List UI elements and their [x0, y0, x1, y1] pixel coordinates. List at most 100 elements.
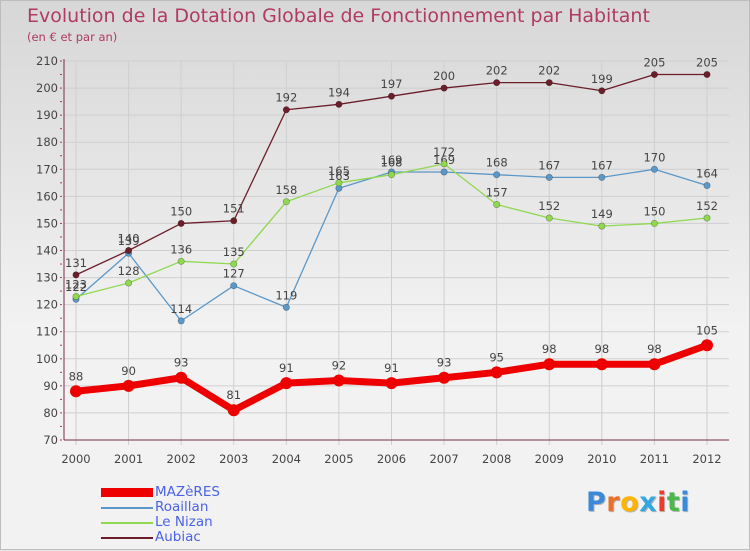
logo-letter: i — [680, 487, 691, 518]
data-point — [650, 71, 658, 79]
y-tick-label: 120 — [36, 298, 58, 312]
data-label: 131 — [65, 256, 87, 270]
data-point — [440, 160, 448, 168]
data-label: 158 — [275, 183, 297, 197]
x-tick-label: 2012 — [692, 452, 721, 466]
data-label: 140 — [118, 232, 140, 246]
data-point — [230, 260, 238, 268]
data-point — [175, 371, 188, 384]
data-point — [72, 271, 80, 279]
legend-item: Le Nizan — [101, 515, 220, 530]
data-label: 202 — [538, 64, 560, 78]
data-label: 199 — [591, 72, 613, 86]
data-label: 168 — [486, 156, 508, 170]
data-point — [282, 303, 290, 311]
data-label: 95 — [489, 350, 504, 364]
data-point — [282, 198, 290, 206]
data-point — [230, 282, 238, 290]
legend-swatch — [101, 536, 153, 539]
data-point — [387, 92, 395, 100]
data-point — [490, 366, 503, 379]
data-label: 170 — [643, 150, 665, 164]
legend-label: Roaillan — [155, 499, 209, 515]
logo-letter: t — [666, 487, 681, 518]
data-label: 92 — [332, 358, 347, 372]
data-point — [493, 171, 501, 179]
x-tick-label: 2004 — [272, 452, 301, 466]
data-label: 119 — [275, 288, 297, 302]
x-tick-label: 2011 — [640, 452, 669, 466]
y-tick-label: 210 — [36, 54, 58, 68]
logo-letter: P — [586, 487, 607, 518]
data-label: 202 — [486, 64, 508, 78]
data-label: 98 — [542, 342, 557, 356]
data-label: 136 — [170, 242, 192, 256]
data-label: 168 — [381, 156, 403, 170]
data-label: 205 — [643, 56, 665, 70]
data-point — [703, 71, 711, 79]
data-label: 151 — [223, 202, 245, 216]
x-tick-label: 2000 — [61, 452, 90, 466]
x-tick-label: 2006 — [377, 452, 406, 466]
data-point — [282, 106, 290, 114]
data-point — [332, 374, 345, 387]
y-tick-label: 160 — [36, 189, 58, 203]
data-point — [335, 100, 343, 108]
data-label: 157 — [486, 185, 508, 199]
y-tick-label: 70 — [43, 433, 58, 447]
data-label: 167 — [538, 158, 560, 172]
x-tick-label: 2001 — [114, 452, 143, 466]
data-label: 93 — [174, 356, 189, 370]
data-point — [703, 182, 711, 190]
data-label: 152 — [696, 199, 718, 213]
legend-label: Aubiac — [155, 529, 201, 545]
data-label: 91 — [279, 361, 294, 375]
y-tick-label: 150 — [36, 216, 58, 230]
y-tick-label: 100 — [36, 352, 58, 366]
legend-swatch — [101, 506, 153, 509]
data-label: 150 — [643, 204, 665, 218]
data-point — [280, 377, 293, 390]
y-tick-label: 130 — [36, 271, 58, 285]
data-label: 98 — [595, 342, 610, 356]
data-point — [438, 371, 451, 384]
x-tick-label: 2005 — [324, 452, 353, 466]
logo-letter: i — [657, 487, 667, 518]
y-tick-label: 110 — [36, 325, 58, 339]
data-point — [595, 358, 608, 371]
x-tick-label: 2007 — [429, 452, 458, 466]
logo-letter: r — [606, 487, 621, 518]
data-label: 128 — [118, 264, 140, 278]
y-tick-label: 140 — [36, 244, 58, 258]
data-label: 150 — [170, 204, 192, 218]
data-point — [598, 222, 606, 230]
data-point — [125, 279, 133, 287]
data-label: 114 — [170, 302, 192, 316]
data-label: 91 — [384, 361, 399, 375]
data-point — [440, 168, 448, 176]
data-point — [125, 247, 133, 255]
data-point — [177, 257, 185, 265]
data-label: 149 — [591, 207, 613, 221]
data-point — [701, 339, 713, 352]
chart-subtitle: (en € et par an) — [27, 30, 118, 44]
data-label: 152 — [538, 199, 560, 213]
data-label: 90 — [121, 364, 136, 378]
legend-swatch — [101, 521, 153, 524]
data-point — [598, 87, 606, 95]
data-point — [122, 379, 135, 392]
legend-label: MAZèRES — [155, 484, 220, 500]
data-point — [543, 358, 556, 371]
data-label: 197 — [381, 77, 403, 91]
data-point — [598, 173, 606, 181]
data-point — [177, 317, 185, 325]
x-tick-label: 2010 — [587, 452, 616, 466]
data-label: 167 — [591, 158, 613, 172]
y-tick-label: 180 — [36, 135, 58, 149]
chart-legend: MAZèRES Roaillan Le Nizan Aubiac — [101, 485, 220, 545]
logo-letter: x — [639, 487, 658, 518]
logo-letter: o — [620, 487, 640, 518]
data-point — [335, 179, 343, 187]
